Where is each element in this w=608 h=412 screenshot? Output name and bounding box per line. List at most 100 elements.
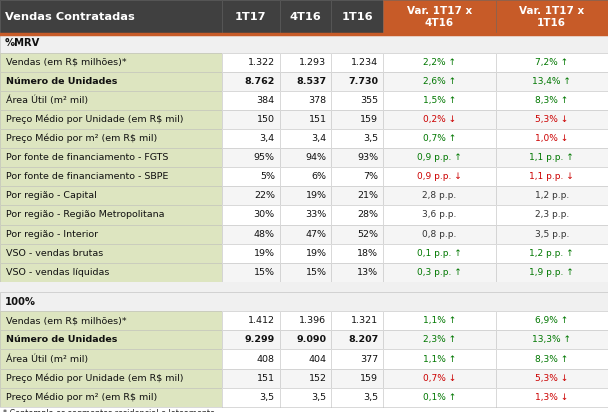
Bar: [496, 53, 608, 72]
Bar: [383, 148, 496, 167]
Bar: [280, 349, 331, 369]
Bar: [331, 53, 383, 72]
Bar: [496, 53, 608, 72]
Text: 5,3% ↓: 5,3% ↓: [535, 374, 568, 383]
Bar: [383, 311, 496, 330]
Bar: [496, 0, 608, 34]
Bar: [496, 225, 608, 243]
Bar: [383, 263, 496, 282]
Bar: [496, 167, 608, 186]
Bar: [331, 388, 383, 407]
Text: Número de Unidades: Número de Unidades: [6, 335, 117, 344]
Bar: [496, 349, 608, 369]
Bar: [331, 369, 383, 388]
Bar: [331, 148, 383, 167]
Bar: [331, 369, 383, 388]
Text: Preço Médio por m² (em R$ mil): Preço Médio por m² (em R$ mil): [6, 134, 157, 143]
Bar: [280, 330, 331, 349]
Text: 1,1% ↑: 1,1% ↑: [423, 316, 456, 325]
Bar: [0, 0, 222, 34]
Text: 1,1% ↑: 1,1% ↑: [423, 354, 456, 363]
Bar: [331, 186, 383, 206]
Text: 47%: 47%: [305, 229, 326, 239]
Bar: [280, 129, 331, 148]
Text: 8,3% ↑: 8,3% ↑: [535, 96, 568, 105]
Text: 2,3% ↑: 2,3% ↑: [423, 335, 456, 344]
Bar: [222, 206, 280, 225]
Bar: [496, 311, 608, 330]
Bar: [222, 243, 280, 263]
Bar: [222, 311, 280, 330]
Bar: [280, 330, 331, 349]
Bar: [0, 206, 222, 225]
Bar: [222, 225, 280, 243]
Text: 1T16: 1T16: [341, 12, 373, 22]
Text: 3,5: 3,5: [363, 393, 378, 402]
Bar: [331, 91, 383, 110]
Text: VSO - vendas líquidas: VSO - vendas líquidas: [6, 268, 109, 277]
Bar: [280, 263, 331, 282]
Bar: [383, 206, 496, 225]
Bar: [0, 292, 608, 311]
Bar: [383, 225, 496, 243]
Bar: [280, 53, 331, 72]
Text: 2,2% ↑: 2,2% ↑: [423, 58, 456, 67]
Bar: [383, 243, 496, 263]
Bar: [0, 311, 222, 330]
Bar: [222, 72, 280, 91]
Bar: [0, 148, 222, 167]
Bar: [331, 167, 383, 186]
Bar: [222, 91, 280, 110]
Text: 3,4: 3,4: [311, 134, 326, 143]
Bar: [0, 292, 608, 311]
Bar: [496, 148, 608, 167]
Text: 0,7% ↓: 0,7% ↓: [423, 374, 456, 383]
Text: 94%: 94%: [305, 153, 326, 162]
Bar: [280, 110, 331, 129]
Bar: [331, 0, 383, 34]
Text: Por fonte de financiamento - FGTS: Por fonte de financiamento - FGTS: [6, 153, 168, 162]
Text: 8.207: 8.207: [348, 335, 378, 344]
Bar: [280, 129, 331, 148]
Bar: [496, 263, 608, 282]
Text: %MRV: %MRV: [5, 38, 40, 48]
Bar: [331, 167, 383, 186]
Text: Por fonte de financiamento - SBPE: Por fonte de financiamento - SBPE: [6, 172, 168, 181]
Text: 3,6 p.p.: 3,6 p.p.: [422, 211, 457, 220]
Bar: [222, 91, 280, 110]
Bar: [383, 349, 496, 369]
Bar: [496, 206, 608, 225]
Text: 22%: 22%: [254, 192, 275, 200]
Bar: [331, 349, 383, 369]
Text: 13,3% ↑: 13,3% ↑: [532, 335, 572, 344]
Bar: [280, 263, 331, 282]
Text: Var. 1T17 x
4T16: Var. 1T17 x 4T16: [407, 6, 472, 28]
Bar: [496, 206, 608, 225]
Bar: [0, 225, 222, 243]
Bar: [383, 225, 496, 243]
Text: 408: 408: [257, 354, 275, 363]
Bar: [0, 243, 222, 263]
Bar: [496, 369, 608, 388]
Text: 159: 159: [360, 115, 378, 124]
Text: 151: 151: [308, 115, 326, 124]
Bar: [280, 206, 331, 225]
Text: Número de Unidades: Número de Unidades: [6, 77, 117, 86]
Bar: [280, 243, 331, 263]
Bar: [280, 311, 331, 330]
Text: Área Útil (m² mil): Área Útil (m² mil): [6, 354, 88, 364]
Text: 378: 378: [308, 96, 326, 105]
Text: 1,5% ↑: 1,5% ↑: [423, 96, 456, 105]
Bar: [496, 243, 608, 263]
Bar: [331, 110, 383, 129]
Bar: [222, 206, 280, 225]
Bar: [383, 167, 496, 186]
Bar: [0, 349, 222, 369]
Text: 15%: 15%: [254, 268, 275, 277]
Bar: [0, 167, 222, 186]
Text: 159: 159: [360, 374, 378, 383]
Bar: [280, 186, 331, 206]
Bar: [496, 186, 608, 206]
Bar: [222, 148, 280, 167]
Bar: [0, 167, 222, 186]
